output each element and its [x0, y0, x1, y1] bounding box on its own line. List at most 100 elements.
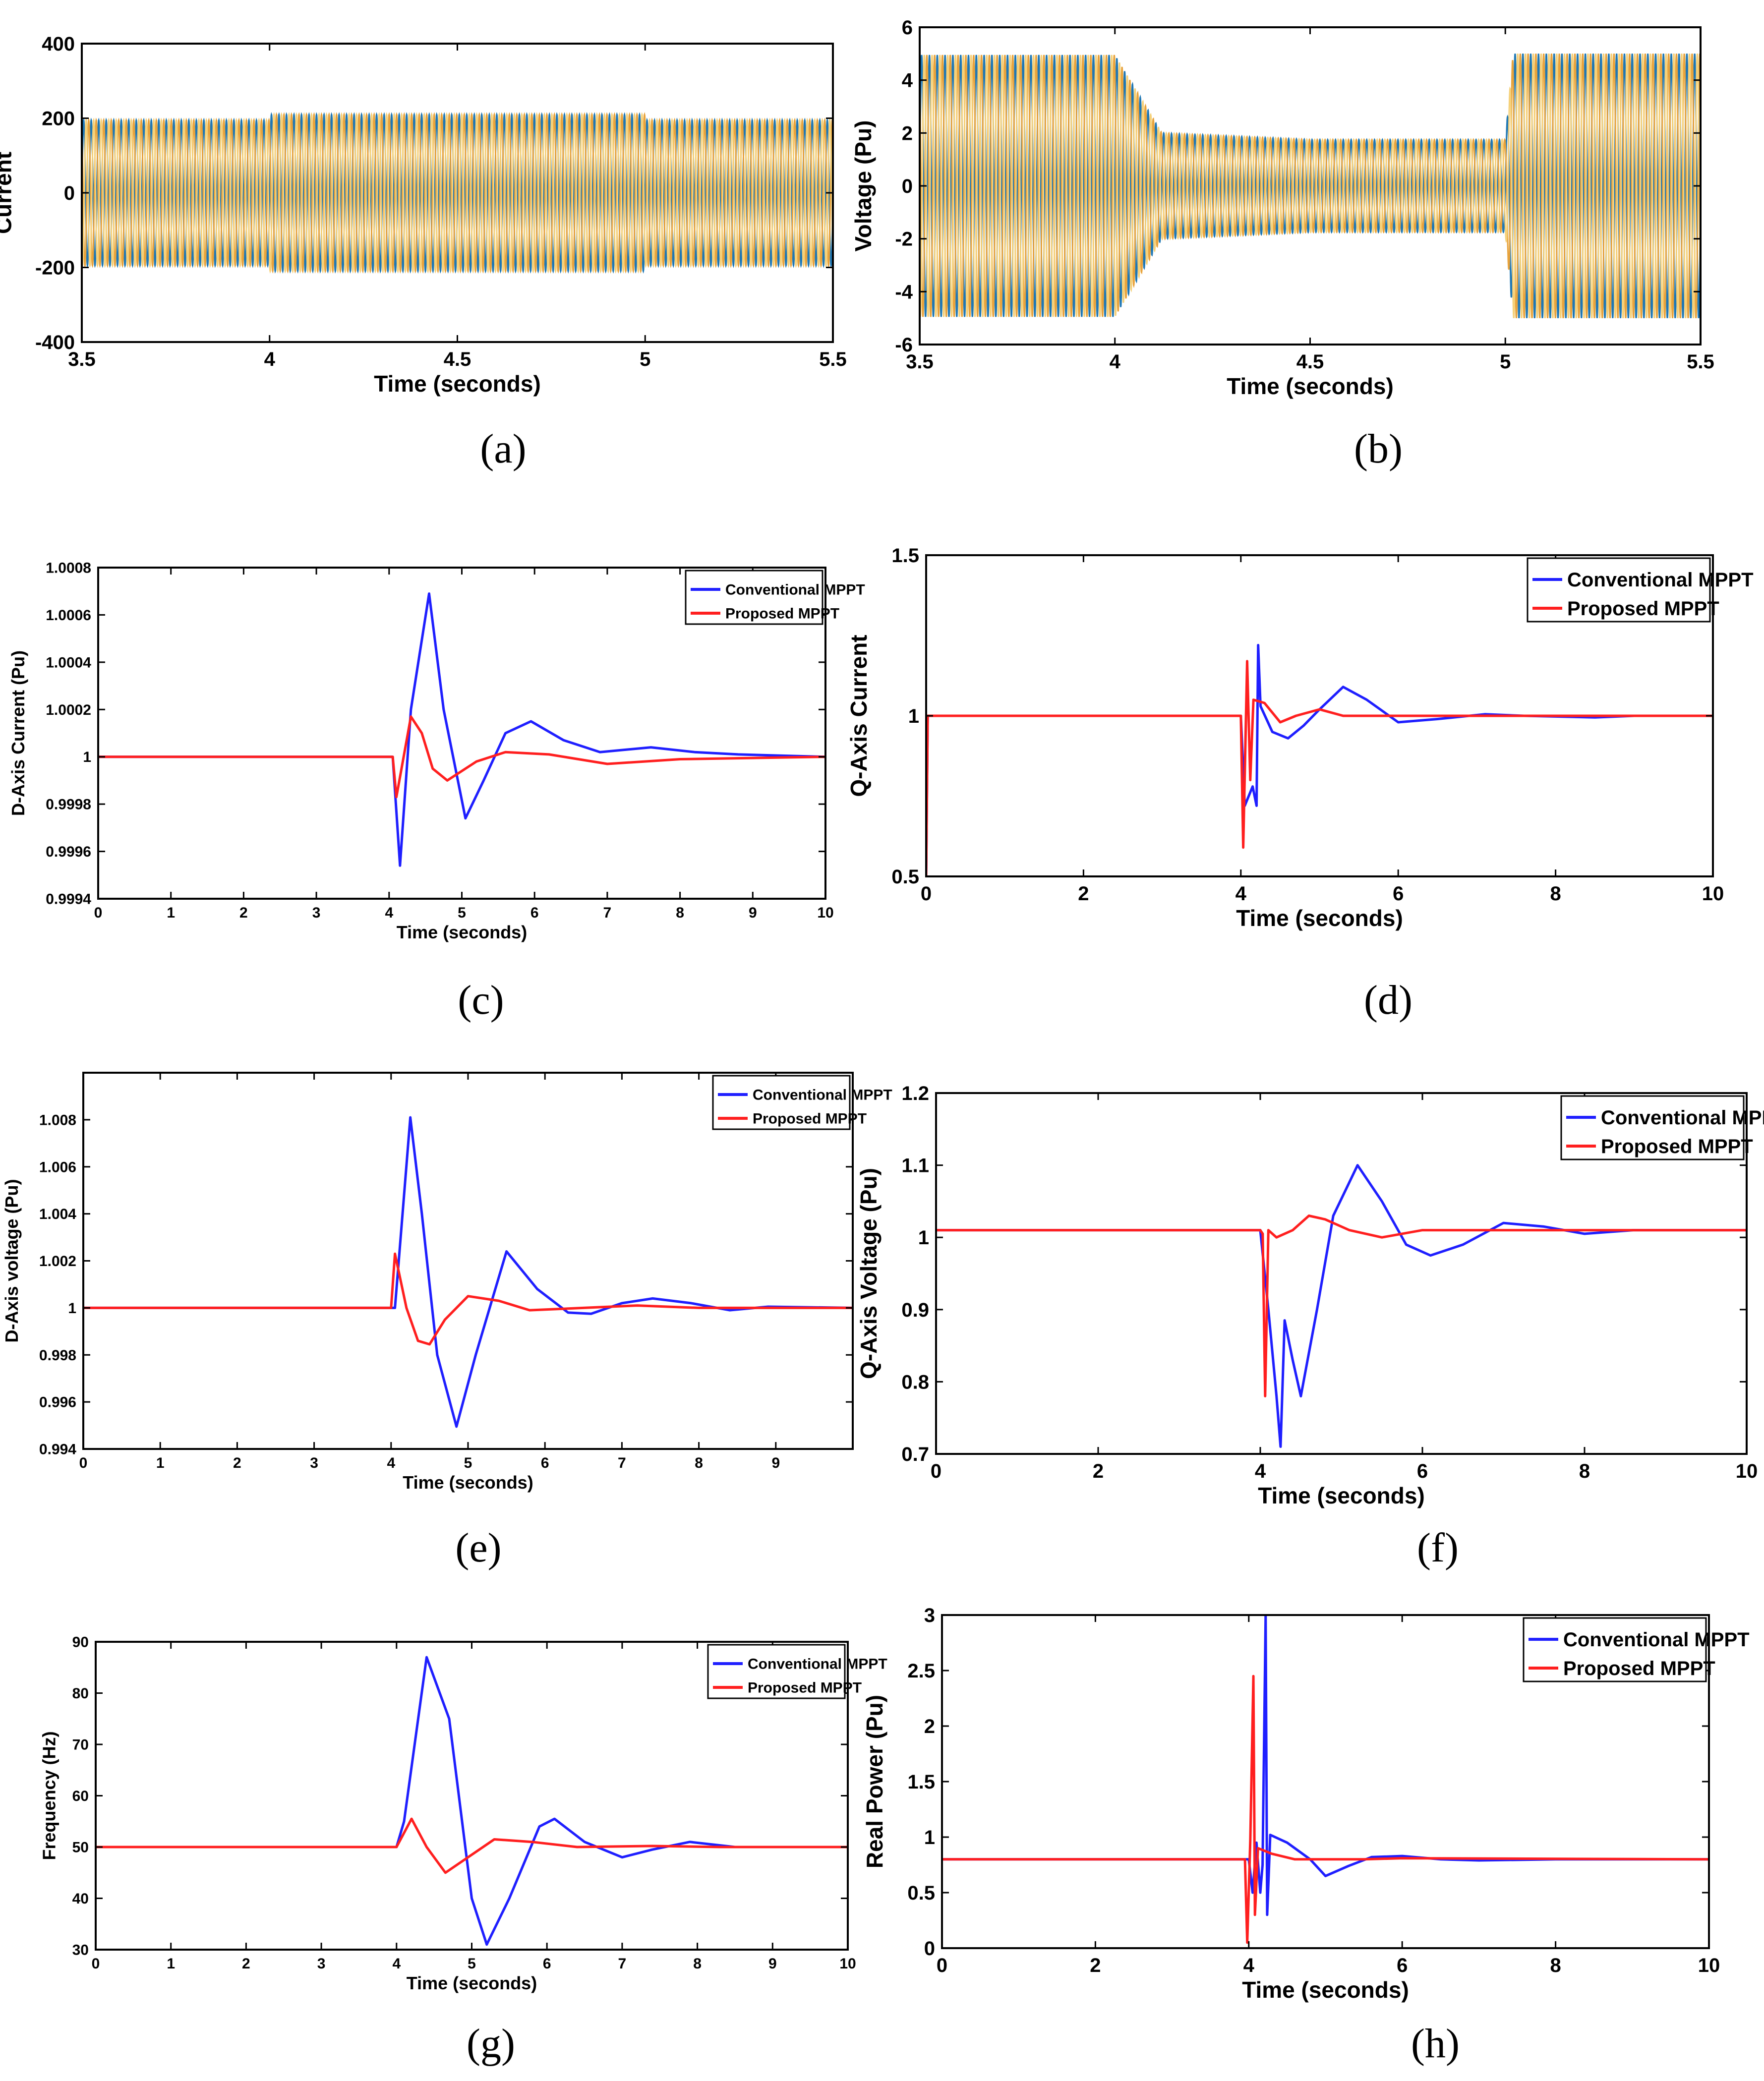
y-tick-label: 0.996 — [39, 1394, 76, 1411]
y-tick-label: 3 — [924, 1605, 935, 1626]
panel-g: 0 1 2 3 4 5 6 7 8 9 10 30 40 50 60 70 80 90 Time (seconds)… — [39, 1634, 887, 2067]
y-tick-label: 1.5 — [891, 545, 919, 567]
series-conventional-line — [926, 643, 1713, 876]
y-tick-label: 80 — [72, 1685, 89, 1702]
x-tick-label: 1 — [167, 1956, 175, 1972]
legend-label: Conventional MPPT — [1567, 569, 1754, 591]
y-axis-label: Current — [0, 152, 16, 234]
series-conventional-line — [83, 1116, 853, 1428]
panel-h: 0 2 4 6 8 10 0 0.5 1 1.5 2 2.5 3 Time (seconds) Real P… — [862, 1605, 1750, 2067]
legend: Conventional MPPT Proposed MPPT — [1527, 557, 1754, 623]
x-tick-label: 4 — [387, 1455, 395, 1471]
y-tick-label: -400 — [35, 332, 75, 353]
panel-caption: (d) — [1364, 977, 1412, 1023]
y-tick-label: 0 — [902, 175, 913, 197]
y-tick-label: 1.0002 — [46, 702, 91, 718]
x-tick-label: 5.5 — [1687, 351, 1714, 373]
y-tick-label: 0.8 — [901, 1371, 929, 1393]
x-tick-label: 0 — [937, 1955, 947, 1976]
x-tick-label: 9 — [768, 1956, 777, 1972]
x-tick-label: 4.5 — [1296, 351, 1324, 373]
plot-area — [920, 54, 1701, 318]
series-phase-3 — [82, 112, 833, 274]
y-tick-label: 1.006 — [39, 1159, 76, 1175]
y-tick-label: 1 — [68, 1300, 76, 1317]
y-axis-label: D-Axis voltage (Pu) — [1, 1179, 22, 1342]
y-tick-label: 1.004 — [39, 1206, 76, 1222]
legend-box — [712, 1075, 851, 1130]
legend-label: Conventional MPPT — [1563, 1629, 1750, 1651]
y-tick-label: 200 — [42, 108, 75, 130]
x-tick-label: 8 — [695, 1455, 703, 1471]
x-tick-label: 4.5 — [444, 348, 471, 370]
x-tick-label: 4 — [264, 348, 276, 370]
series-proposed-line — [926, 660, 1713, 876]
y-tick-label: 1.1 — [901, 1155, 929, 1177]
legend-box — [1560, 1095, 1745, 1160]
y-tick-label: 2 — [924, 1716, 935, 1737]
y-tick-label: 1 — [83, 749, 91, 765]
y-tick-label: 90 — [72, 1634, 89, 1651]
y-tick-label: -6 — [895, 334, 913, 356]
y-axis-label: Frequency (Hz) — [39, 1731, 59, 1860]
x-tick-label: 2 — [233, 1455, 241, 1471]
x-tick-label: 8 — [1550, 883, 1561, 905]
series-proposed-line — [83, 1252, 853, 1346]
y-tick-label: 6 — [902, 17, 913, 39]
legend-label: Conventional MPPT — [1601, 1107, 1764, 1129]
x-tick-label: 7 — [618, 1956, 627, 1972]
series-proposed-line — [96, 1817, 848, 1874]
x-tick-label: 6 — [1417, 1460, 1428, 1482]
y-tick-label: -200 — [35, 257, 75, 279]
x-tick-label: 4 — [392, 1956, 401, 1972]
y-tick-label: 0.9 — [901, 1299, 929, 1321]
legend-box — [707, 1644, 846, 1699]
panel-caption: (c) — [458, 977, 504, 1023]
y-tick-label: 1.0004 — [46, 654, 91, 671]
x-tick-label: 8 — [693, 1956, 702, 1972]
x-tick-label: 1 — [167, 905, 175, 921]
x-tick-label: 5 — [458, 905, 466, 921]
x-tick-label: 6 — [541, 1455, 549, 1471]
legend: Conventional MPPT Proposed MPPT — [707, 1644, 887, 1699]
y-tick-label: 1.0008 — [46, 560, 91, 577]
x-tick-label: 3 — [317, 1956, 326, 1972]
x-tick-label: 3 — [312, 905, 321, 921]
panel-d: 0 2 4 6 8 10 0.5 1 1.5 Time (seconds) Q-Axis Curre… — [846, 545, 1754, 1023]
x-tick-label: 0 — [79, 1455, 88, 1471]
legend-label: Proposed MPPT — [1601, 1136, 1753, 1157]
x-axis-label: Time (seconds) — [407, 1973, 537, 1993]
x-axis-label: Time (seconds) — [1242, 1977, 1409, 2003]
legend-label: Proposed MPPT — [725, 606, 839, 622]
x-axis-label: Time (seconds) — [397, 922, 527, 942]
legend: Conventional MPPT Proposed MPPT — [1560, 1095, 1764, 1160]
x-axis-label: Time (seconds) — [1236, 905, 1403, 931]
y-tick-label: 0.994 — [39, 1442, 76, 1458]
series-conventional-line — [96, 1656, 848, 1946]
plot-area — [82, 112, 833, 274]
series-proposed-line — [942, 1675, 1709, 1944]
x-tick-label: 4 — [1110, 351, 1121, 373]
x-tick-label: 4 — [1255, 1460, 1266, 1482]
x-tick-label: 3.5 — [906, 351, 934, 373]
plot-area — [98, 592, 825, 867]
x-tick-label: 6 — [1397, 1955, 1408, 1976]
legend: Conventional MPPT Proposed MPPT — [712, 1075, 892, 1130]
legend: Conventional MPPT Proposed MPPT — [1523, 1617, 1750, 1682]
x-tick-label: 8 — [1579, 1460, 1590, 1482]
x-tick-label: 9 — [749, 905, 757, 921]
panel-a: 3.5 4 4.5 5 5.5 -400 -200 0 200 400 Time (seconds)… — [0, 33, 847, 472]
y-tick-label: 0.9994 — [46, 891, 91, 908]
y-tick-label: 0.9996 — [46, 844, 91, 860]
x-tick-label: 8 — [676, 905, 684, 921]
series-phase-2 — [82, 112, 833, 274]
panel-caption: (b) — [1354, 426, 1403, 472]
series-conventional-line — [98, 592, 825, 867]
x-tick-label: 0 — [94, 905, 103, 921]
legend-box — [1523, 1617, 1707, 1682]
y-tick-label: 1.0006 — [46, 607, 91, 624]
x-tick-label: 5 — [1500, 351, 1511, 373]
y-axis-label: Voltage (Pu) — [850, 120, 876, 252]
x-tick-label: 10 — [817, 905, 833, 921]
